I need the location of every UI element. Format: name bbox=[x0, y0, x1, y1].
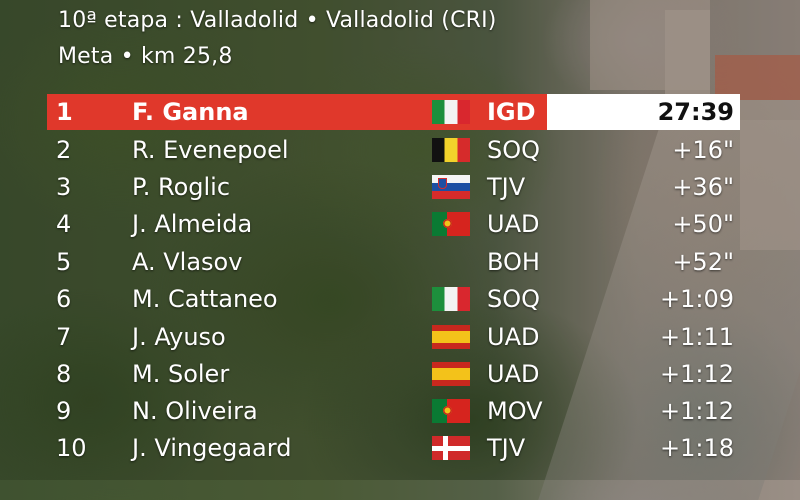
team-code: UAD bbox=[487, 210, 540, 238]
rider-time-gap: +1:09 bbox=[659, 285, 734, 313]
checkpoint-label: Meta • km 25,8 bbox=[58, 44, 233, 69]
italy-flag-icon bbox=[432, 100, 470, 124]
portugal-flag-icon bbox=[432, 399, 470, 423]
leader-time-box bbox=[547, 94, 740, 130]
team-code: UAD bbox=[487, 323, 540, 351]
leader-bar bbox=[47, 94, 547, 130]
spain-flag-icon bbox=[432, 325, 470, 349]
background-roof bbox=[715, 55, 800, 100]
team-code: TJV bbox=[487, 173, 526, 201]
denmark-flag-icon bbox=[432, 436, 470, 460]
rider-position: 10 bbox=[56, 434, 87, 462]
rider-time-gap: +1:11 bbox=[659, 323, 734, 351]
rider-name: P. Roglic bbox=[132, 173, 231, 201]
rider-time: 27:39 bbox=[657, 98, 734, 126]
rider-position: 1 bbox=[56, 98, 73, 126]
rider-time-gap: +1:12 bbox=[659, 397, 734, 425]
rider-name: M. Soler bbox=[132, 360, 230, 388]
rider-time-gap: +36" bbox=[672, 173, 734, 201]
standing-row-10: 10 J. Vingegaard TJV +1:18 bbox=[0, 430, 800, 466]
rider-position: 9 bbox=[56, 397, 72, 425]
italy-flag-icon bbox=[432, 287, 470, 311]
rider-name: J. Vingegaard bbox=[132, 434, 292, 462]
rider-time-gap: +16" bbox=[672, 136, 734, 164]
standing-row-4: 4 J. Almeida UAD +50" bbox=[0, 206, 800, 242]
rider-position: 8 bbox=[56, 360, 72, 388]
stage-title: 10ª etapa : Valladolid • Valladolid (CRI… bbox=[58, 8, 497, 33]
rider-position: 3 bbox=[56, 173, 72, 201]
belgium-flag-icon bbox=[432, 138, 470, 162]
rider-name: N. Oliveira bbox=[132, 397, 258, 425]
spain-flag-icon bbox=[432, 362, 470, 386]
rider-time-gap: +1:12 bbox=[659, 360, 734, 388]
team-code: SOQ bbox=[487, 136, 541, 164]
standing-row-6: 6 M. Cattaneo SOQ +1:09 bbox=[0, 281, 800, 317]
rider-position: 5 bbox=[56, 248, 72, 276]
standing-row-8: 8 M. Soler UAD +1:12 bbox=[0, 356, 800, 392]
portugal-flag-icon bbox=[432, 212, 470, 236]
rider-name: A. Vlasov bbox=[132, 248, 243, 276]
standing-row-5: 5 A. Vlasov BOH +52" bbox=[0, 244, 800, 280]
rider-time-gap: +50" bbox=[672, 210, 734, 238]
rider-position: 6 bbox=[56, 285, 72, 313]
background-building-right bbox=[740, 100, 800, 250]
slovenia-flag-icon bbox=[432, 175, 470, 199]
standing-row-3: 3 P. Roglic TJV +36" bbox=[0, 169, 800, 205]
rider-name: J. Almeida bbox=[132, 210, 253, 238]
standing-row-9: 9 N. Oliveira MOV +1:12 bbox=[0, 393, 800, 429]
team-code: IGD bbox=[487, 98, 536, 126]
rider-time-gap: +52" bbox=[672, 248, 734, 276]
team-code: BOH bbox=[487, 248, 540, 276]
rider-position: 7 bbox=[56, 323, 72, 351]
standing-row-7: 7 J. Ayuso UAD +1:11 bbox=[0, 319, 800, 355]
rider-position: 2 bbox=[56, 136, 72, 164]
rider-position: 4 bbox=[56, 210, 72, 238]
standing-row-2: 2 R. Evenepoel SOQ +16" bbox=[0, 132, 800, 168]
team-code: TJV bbox=[487, 434, 526, 462]
rider-time-gap: +1:18 bbox=[659, 434, 734, 462]
team-code: MOV bbox=[487, 397, 543, 425]
rider-name: M. Cattaneo bbox=[132, 285, 278, 313]
rider-name: J. Ayuso bbox=[132, 323, 226, 351]
standing-row-1: 1 F. Ganna IGD 27:39 bbox=[0, 94, 800, 130]
team-code: SOQ bbox=[487, 285, 541, 313]
team-code: UAD bbox=[487, 360, 540, 388]
rider-name: R. Evenepoel bbox=[132, 136, 289, 164]
rider-name: F. Ganna bbox=[132, 98, 249, 126]
